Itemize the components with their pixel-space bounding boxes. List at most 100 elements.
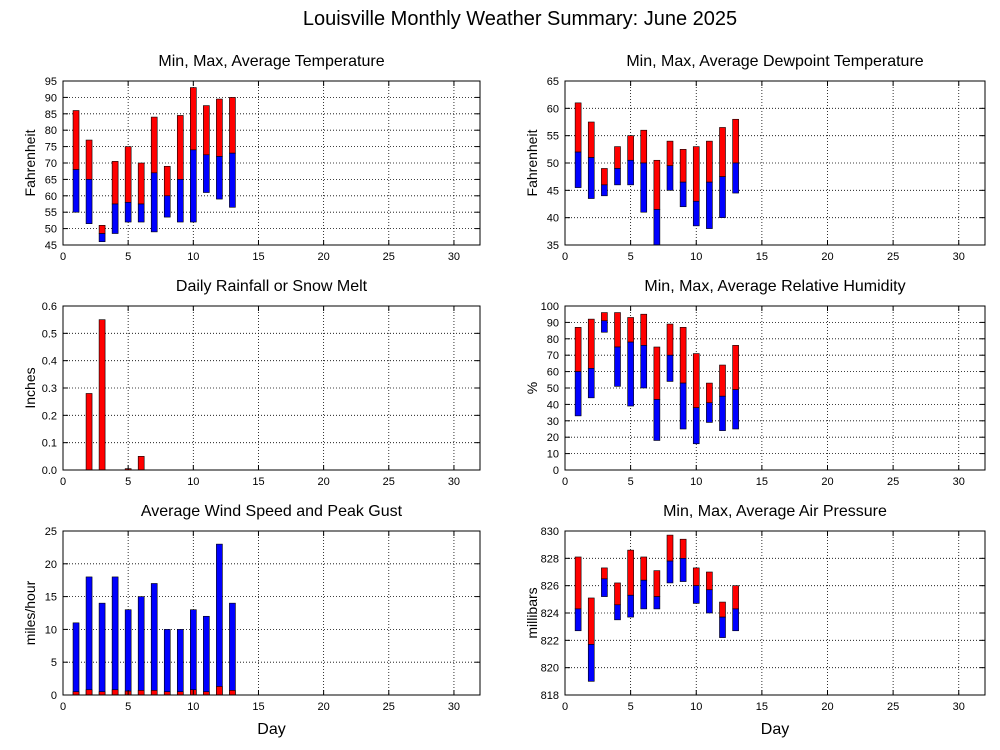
bar-peak-gust (98, 602, 106, 696)
bar-peak-gust (150, 583, 158, 696)
bar-min-lower (574, 371, 582, 417)
chart-panels: Min, Max, Average Temperature45505560657… (22, 53, 986, 738)
x-tick-label: 25 (887, 251, 899, 263)
bar-peak-gust (190, 609, 197, 696)
bar-max-upper (574, 556, 582, 610)
bar-series (574, 312, 739, 445)
bar-max-upper (601, 168, 608, 186)
bar-min-lower (587, 157, 595, 199)
bar-rainfall (137, 456, 145, 471)
bar-min-lower (719, 616, 726, 638)
bar-max-upper (719, 364, 726, 397)
bar-min-lower (706, 181, 713, 229)
y-tick-label: 0 (51, 690, 57, 702)
x-tick-label: 0 (60, 251, 66, 263)
panel-title: Min, Max, Average Relative Humidity (644, 278, 905, 295)
x-tick-label: 20 (318, 251, 330, 263)
bar-series (574, 102, 739, 246)
bar-max-upper (692, 353, 700, 408)
bar-max-upper (706, 140, 713, 183)
chart-panel-6: Min, Max, Average Air Pressure 818 820 822 8… (524, 503, 986, 738)
bar-min-lower (163, 195, 171, 218)
y-tick-label: 65 (547, 76, 559, 88)
y-tick-label: 15 (45, 592, 57, 604)
chart-panel-2: Min, Max, Average Dewpoint Temperature 35… (524, 53, 986, 263)
y-tick-label: 45 (45, 240, 57, 252)
bar-max-upper (706, 382, 713, 404)
bar-min-lower (692, 200, 700, 227)
y-tick-label: 75 (45, 142, 57, 154)
bar-rainfall (98, 319, 106, 471)
bar-max-upper (190, 87, 197, 151)
bar-max-upper (601, 567, 608, 580)
bar-min-lower (190, 149, 197, 223)
bar-peak-gust (203, 615, 210, 696)
y-tick-label: 0.5 (42, 328, 57, 340)
y-tick-label: 818 (541, 690, 559, 702)
bar-series (72, 87, 236, 243)
y-tick-label: 0.4 (42, 356, 57, 368)
bar-min-lower (574, 151, 582, 188)
bar-series (72, 543, 236, 696)
y-axis-label: % (524, 382, 540, 394)
bar-peak-gust (216, 543, 223, 696)
bar-min-lower (574, 608, 582, 632)
bar-max-upper (137, 162, 145, 205)
bar-min-lower (150, 172, 158, 233)
bar-max-upper (627, 317, 634, 343)
x-tick-label: 0 (562, 701, 568, 713)
bar-max-upper (732, 585, 739, 610)
bar-max-upper (163, 165, 171, 197)
y-tick-label: 0.6 (42, 301, 57, 313)
chart-panel-1: Min, Max, Average Temperature45505560657… (22, 53, 481, 263)
bar-max-upper (706, 571, 713, 591)
bar-max-upper (587, 318, 595, 369)
plot-frame (62, 530, 481, 696)
y-axis-label: millibars (524, 587, 540, 638)
bar-min-lower (627, 159, 634, 186)
panel-title: Min, Max, Average Dewpoint Temperature (626, 53, 923, 70)
x-tick-label: 10 (690, 251, 702, 263)
bar-max-upper (85, 139, 93, 180)
bar-peak-gust (72, 622, 80, 696)
bar-max-upper (732, 118, 739, 164)
bar-max-upper (124, 146, 132, 203)
x-tick-label: 15 (756, 476, 768, 488)
bar-min-lower (679, 181, 687, 208)
bar-max-upper (666, 140, 674, 167)
bar-min-lower (216, 156, 223, 200)
bar-series (574, 534, 739, 682)
bar-min-lower (692, 407, 700, 445)
x-tick-label: 20 (821, 251, 833, 263)
y-tick-label: 85 (45, 109, 57, 121)
bar-min-lower (692, 585, 700, 604)
x-tick-label: 5 (125, 701, 131, 713)
bar-peak-gust (111, 576, 119, 696)
y-tick-label: 10 (547, 449, 559, 461)
bar-min-lower (601, 320, 608, 333)
bar-series (85, 319, 145, 471)
y-tick-label: 60 (45, 191, 57, 203)
bar-max-upper (666, 323, 674, 356)
bar-max-upper (640, 129, 648, 164)
bar-min-lower (732, 608, 739, 632)
bar-min-lower (679, 382, 687, 430)
y-tick-label: 90 (547, 317, 559, 329)
y-tick-label: 820 (541, 663, 559, 675)
bar-max-upper (203, 105, 210, 156)
y-tick-label: 0.0 (42, 465, 57, 477)
bar-min-lower (719, 176, 726, 218)
bar-max-upper (640, 313, 648, 346)
bar-max-upper (640, 556, 648, 581)
x-axis-label: Day (761, 721, 789, 738)
y-axis-label: Fahrenheit (524, 129, 540, 196)
x-tick-label: 15 (252, 251, 264, 263)
x-tick-label: 20 (318, 701, 330, 713)
y-tick-label: 50 (45, 224, 57, 236)
figure-title: Louisville Monthly Weather Summary: June… (303, 8, 737, 30)
bar-max-upper (229, 97, 236, 154)
bar-max-upper (574, 102, 582, 153)
bar-min-lower (601, 184, 608, 197)
y-tick-label: 90 (45, 92, 57, 104)
x-tick-label: 5 (628, 701, 634, 713)
